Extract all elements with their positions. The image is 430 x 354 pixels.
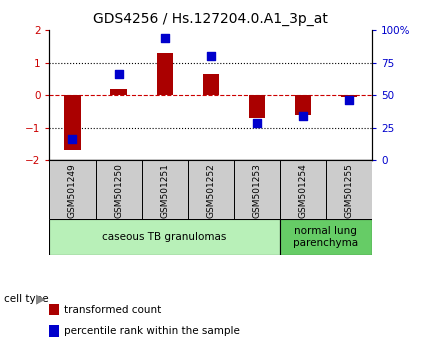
Point <box>161 35 168 41</box>
Bar <box>157 53 173 95</box>
Bar <box>187 160 234 219</box>
Bar <box>295 95 311 115</box>
Bar <box>326 160 372 219</box>
Bar <box>64 95 80 150</box>
Bar <box>341 95 357 97</box>
Bar <box>111 88 126 95</box>
Point <box>299 114 306 119</box>
Point <box>115 71 122 77</box>
Bar <box>141 160 187 219</box>
Text: caseous TB granulomas: caseous TB granulomas <box>102 232 227 242</box>
Text: GSM501251: GSM501251 <box>160 163 169 218</box>
Text: GSM501249: GSM501249 <box>68 163 77 218</box>
Text: GSM501252: GSM501252 <box>206 163 215 218</box>
Point <box>253 120 260 126</box>
Bar <box>49 219 280 255</box>
Text: ▶: ▶ <box>36 293 45 306</box>
Bar <box>95 160 141 219</box>
Point <box>207 53 214 59</box>
Text: cell type: cell type <box>4 294 49 304</box>
Title: GDS4256 / Hs.127204.0.A1_3p_at: GDS4256 / Hs.127204.0.A1_3p_at <box>93 12 328 26</box>
Text: GSM501250: GSM501250 <box>114 163 123 218</box>
Text: normal lung
parenchyma: normal lung parenchyma <box>293 226 359 248</box>
Bar <box>249 95 265 118</box>
Bar <box>280 219 372 255</box>
Text: transformed count: transformed count <box>64 305 161 315</box>
Point <box>345 97 352 103</box>
Text: GSM501253: GSM501253 <box>252 163 261 218</box>
Bar <box>280 160 326 219</box>
Bar <box>203 74 219 95</box>
Text: percentile rank within the sample: percentile rank within the sample <box>64 326 240 336</box>
Text: GSM501255: GSM501255 <box>344 163 353 218</box>
Bar <box>49 160 95 219</box>
Text: GSM501254: GSM501254 <box>298 163 307 218</box>
Point <box>69 136 76 142</box>
Bar <box>234 160 280 219</box>
